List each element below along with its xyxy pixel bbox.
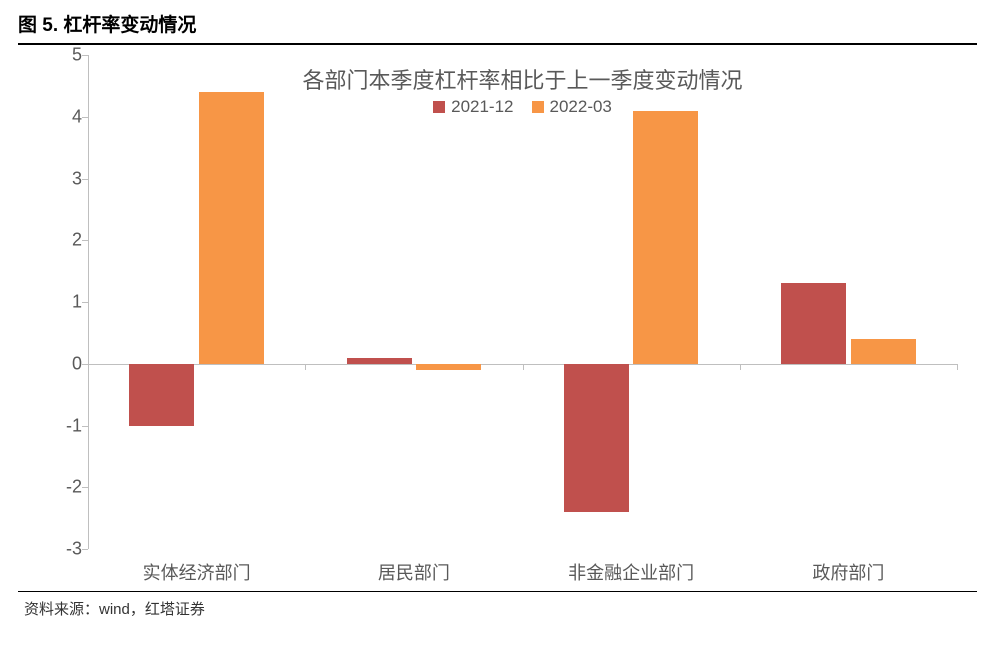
y-tick-label: 2: [42, 230, 82, 251]
bar: [199, 92, 264, 364]
bar: [851, 339, 916, 364]
bar: [129, 364, 194, 426]
x-tick-mark: [957, 364, 958, 370]
y-tick-label: 5: [42, 45, 82, 66]
x-tick-mark: [305, 364, 306, 370]
bar: [633, 111, 698, 364]
y-tick-label: 4: [42, 106, 82, 127]
y-tick-label: -2: [42, 477, 82, 498]
y-tick-mark: [82, 117, 88, 118]
y-tick-mark: [82, 179, 88, 180]
bar: [781, 283, 846, 363]
x-axis-label: 居民部门: [378, 559, 450, 585]
y-tick-label: -3: [42, 539, 82, 560]
y-tick-mark: [82, 240, 88, 241]
x-axis-label: 政府部门: [812, 559, 884, 585]
x-axis-label: 非金融企业部门: [568, 559, 694, 585]
y-tick-mark: [82, 55, 88, 56]
source-text: 资料来源：wind，红塔证券: [18, 592, 977, 619]
y-axis: [88, 55, 89, 549]
x-tick-mark: [523, 364, 524, 370]
bar: [564, 364, 629, 512]
plot-area: -3-2-1012345实体经济部门居民部门非金融企业部门政府部门: [88, 55, 957, 549]
x-tick-mark: [88, 364, 89, 370]
x-axis-label: 实体经济部门: [143, 559, 251, 585]
y-tick-mark: [82, 302, 88, 303]
x-tick-mark: [740, 364, 741, 370]
bar: [416, 364, 481, 370]
y-tick-mark: [82, 487, 88, 488]
bar: [347, 358, 412, 364]
chart-area: 各部门本季度杠杆率相比于上一季度变动情况 2021-122022-03 -3-2…: [18, 49, 977, 589]
y-tick-mark: [82, 549, 88, 550]
top-rule: [18, 43, 977, 45]
y-tick-label: 3: [42, 168, 82, 189]
y-tick-label: 0: [42, 353, 82, 374]
figure-label: 图 5. 杠杆率变动情况: [18, 10, 977, 43]
y-tick-label: -1: [42, 415, 82, 436]
y-tick-label: 1: [42, 292, 82, 313]
y-tick-mark: [82, 426, 88, 427]
